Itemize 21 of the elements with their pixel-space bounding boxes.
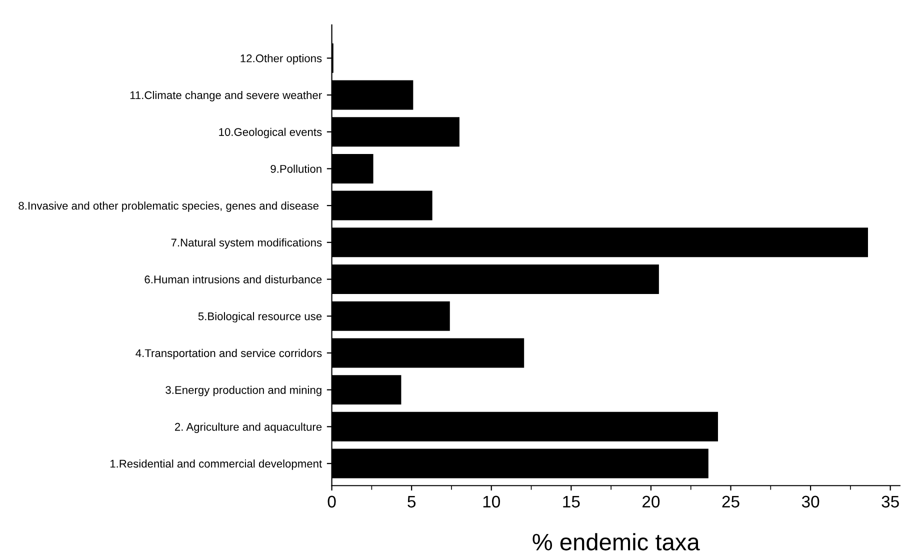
x-tick-label: 25 [722,496,740,508]
x-tick-label: 20 [642,496,660,508]
y-tick-label: 4.Transportation and service corridors [136,348,322,360]
x-tick-label: 30 [802,496,820,508]
y-tick-label: 7.Natural system modifications [171,238,322,249]
x-axis-title: % endemic taxa [532,533,700,550]
x-tick-label: 15 [563,496,580,508]
y-tick-label: 10.Geological events [219,128,322,138]
x-tick-label: 0 [328,496,336,508]
y-tick-label: 11.Climate change and severe weather [130,90,322,102]
y-tick-label: 1.Residential and commercial development [110,459,322,470]
y-tick-label: 8.Invasive and other problematic species, genes and disease [18,202,319,212]
y-tick-label: 3.Energy production and mining [166,386,322,396]
x-tick-label: 5 [408,496,416,508]
y-tick-label: 12.Other options [240,54,322,64]
x-tick-label: 10 [483,496,500,508]
y-tick-label: 5.Biological resource use [198,312,322,322]
x-tick-label: 35 [882,496,899,508]
y-tick-label: 2. Agriculture and aquaculture [175,422,322,433]
y-tick-label: 6.Human intrusions and disturbance [144,275,322,284]
y-tick-label: 9.Pollution [270,164,322,173]
